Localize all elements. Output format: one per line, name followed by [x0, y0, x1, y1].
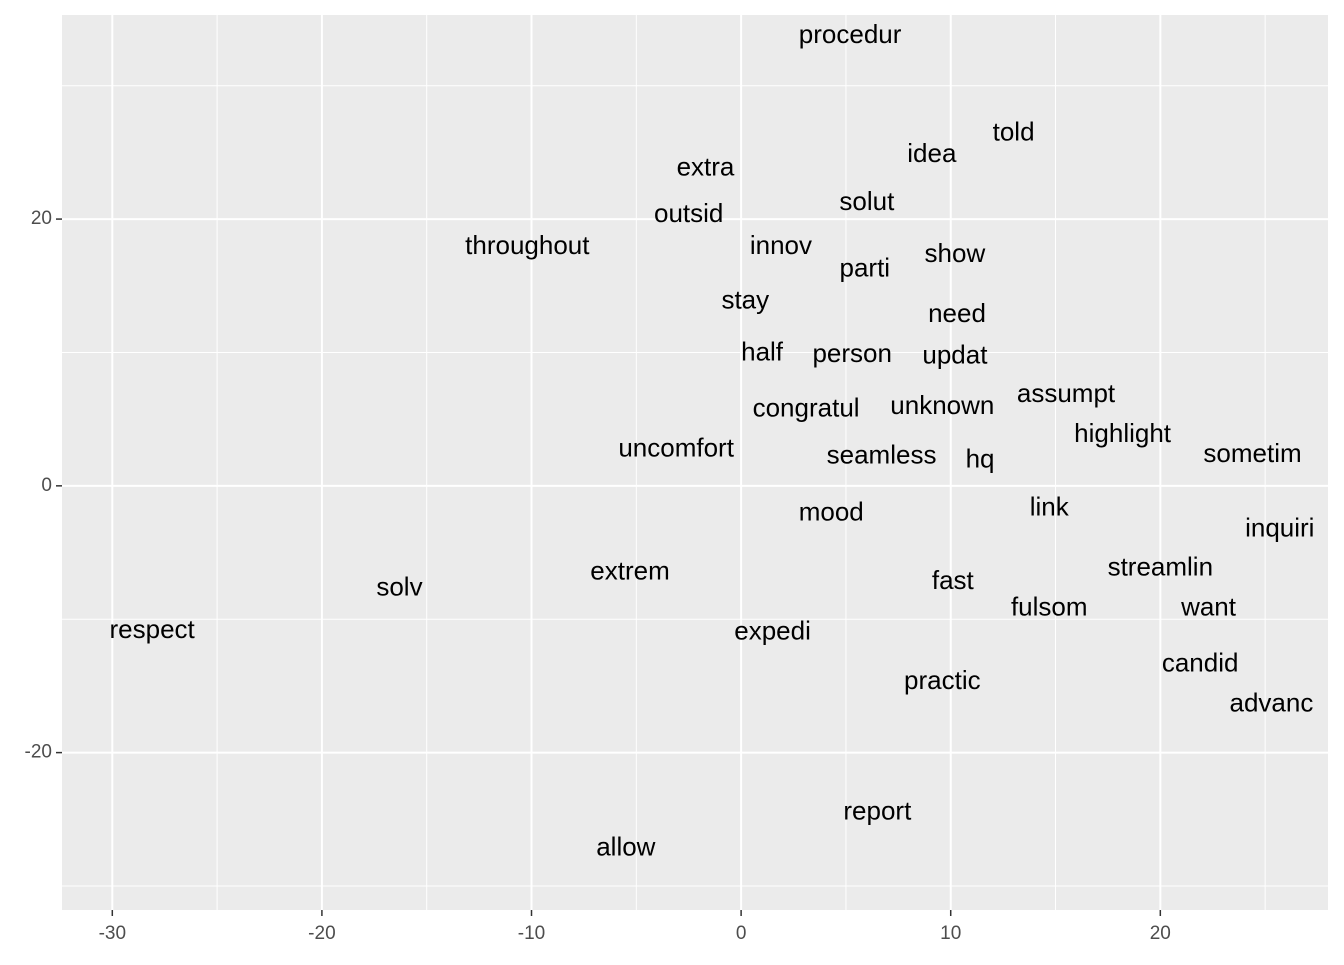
y-tick-label: -20 [25, 742, 52, 763]
word-label: fulsom [1011, 591, 1088, 621]
word-label: throughout [465, 230, 590, 260]
word-label: fast [932, 565, 975, 595]
x-tick-label: 10 [940, 923, 961, 944]
word-label: want [1180, 591, 1237, 621]
word-label: uncomfort [618, 433, 734, 463]
word-label: person [812, 338, 892, 368]
word-label: advanc [1229, 687, 1313, 717]
word-label: show [925, 238, 986, 268]
word-label: parti [839, 253, 890, 283]
y-tick-label: 0 [41, 475, 52, 496]
word-label: idea [907, 138, 957, 168]
word-label: link [1030, 491, 1070, 521]
word-label: inquiri [1245, 513, 1314, 543]
panel [62, 15, 1328, 910]
word-label: highlight [1074, 418, 1172, 448]
word-label: innov [750, 230, 812, 260]
word-label: report [843, 796, 912, 826]
word-label: seamless [827, 439, 937, 469]
word-label: extrem [590, 555, 669, 585]
word-label: told [993, 117, 1035, 147]
word-label: need [928, 298, 986, 328]
word-label: extra [677, 151, 735, 181]
word-label: allow [596, 832, 655, 862]
word-label: solut [839, 186, 895, 216]
word-label: streamlin [1108, 551, 1213, 581]
word-label: mood [799, 497, 864, 527]
word-label: assumpt [1017, 378, 1116, 408]
word-label: half [741, 337, 784, 367]
x-tick-label: -10 [518, 923, 545, 944]
x-tick-label: -30 [99, 923, 126, 944]
word-label: procedur [799, 19, 902, 49]
word-label: sometim [1203, 438, 1301, 468]
word-label: unknown [890, 390, 994, 420]
word-label: congratul [753, 393, 860, 423]
word-label: outsid [654, 198, 723, 228]
word-label: updat [922, 339, 988, 369]
x-tick-label: 20 [1150, 923, 1171, 944]
x-tick-label: -20 [308, 923, 335, 944]
word-label: respect [109, 614, 195, 644]
word-label: solv [376, 571, 422, 601]
word-label: candid [1162, 647, 1239, 677]
word-label: expedi [734, 615, 811, 645]
word-label: practic [904, 665, 981, 695]
x-tick-label: 0 [736, 923, 747, 944]
word-label: hq [966, 443, 995, 473]
word-label: stay [721, 285, 769, 315]
y-tick-label: 20 [31, 208, 52, 229]
